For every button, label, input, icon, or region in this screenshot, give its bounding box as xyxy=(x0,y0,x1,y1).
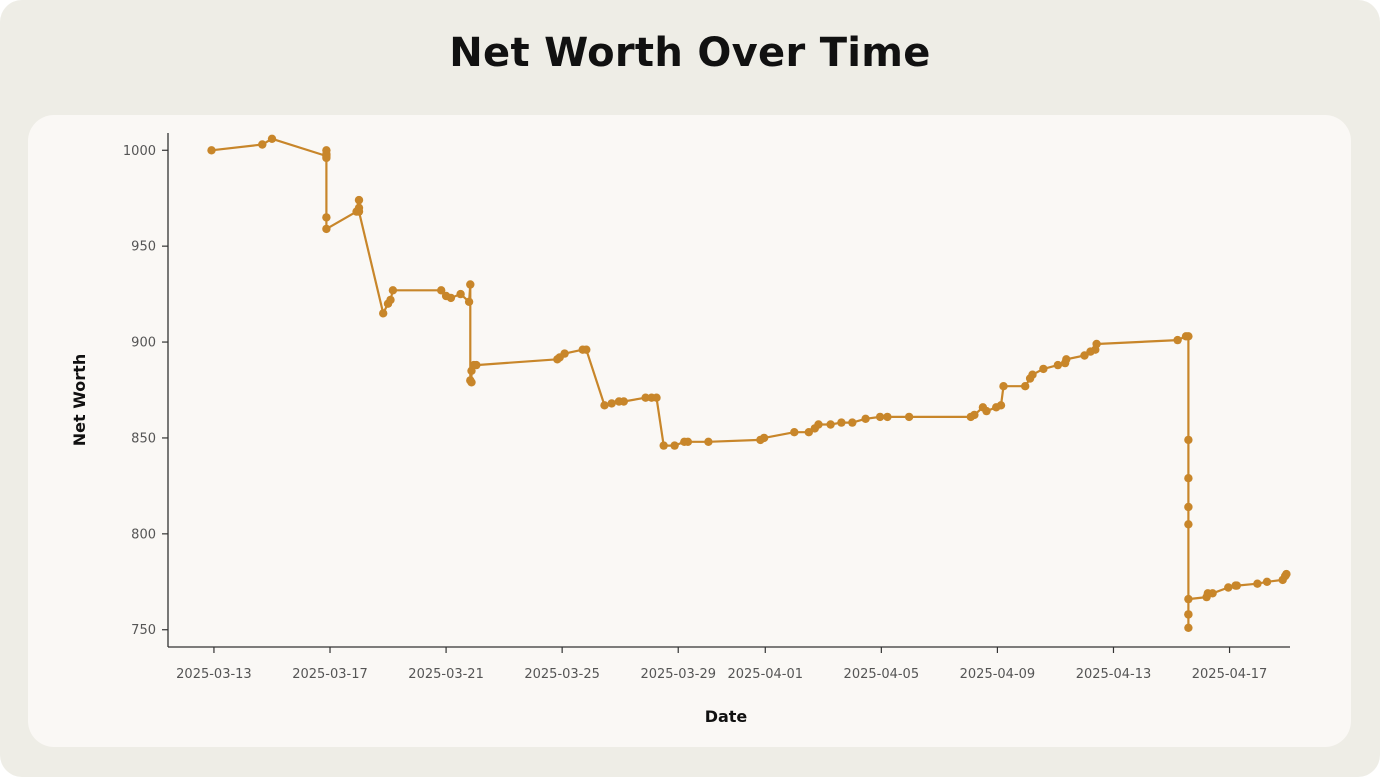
y-axis-title: Net Worth xyxy=(70,354,89,446)
x-tick-label: 2025-04-01 xyxy=(727,667,803,682)
data-point xyxy=(322,224,331,234)
series-line xyxy=(211,137,1288,629)
data-point xyxy=(619,397,628,406)
data-point xyxy=(1208,589,1217,598)
x-tick-label: 2025-03-21 xyxy=(408,667,484,682)
data-point xyxy=(804,428,813,437)
data-point xyxy=(267,134,277,143)
data-point xyxy=(1184,474,1193,483)
data-point xyxy=(652,393,661,402)
data-point xyxy=(446,293,456,303)
x-tick-label: 2025-04-17 xyxy=(1192,667,1268,682)
data-point xyxy=(659,441,668,450)
series-group xyxy=(211,137,1288,629)
data-point xyxy=(1092,339,1101,349)
data-point xyxy=(826,420,835,429)
data-point xyxy=(1080,351,1089,360)
data-point xyxy=(1184,623,1193,632)
data-point xyxy=(258,140,267,149)
data-point xyxy=(1184,332,1193,341)
data-point xyxy=(456,289,465,299)
data-point xyxy=(670,441,679,450)
data-point xyxy=(999,382,1008,391)
data-point xyxy=(790,428,799,437)
data-point xyxy=(388,286,398,295)
data-point xyxy=(759,433,769,443)
data-point xyxy=(1053,360,1063,370)
data-point xyxy=(464,297,474,306)
data-point xyxy=(600,401,609,410)
y-tick-label: 850 xyxy=(131,431,156,446)
data-point xyxy=(437,286,446,295)
data-point xyxy=(1224,583,1233,592)
data-point xyxy=(1173,335,1182,345)
chart-svg: 750 800 850 900 950 1000 2025-03-13 2025-03-17 2… xyxy=(70,133,1291,726)
data-point xyxy=(704,437,713,446)
data-point xyxy=(466,280,475,289)
plot-panel: 750 800 850 900 950 1000 2025-03-13 2025-03-17 2… xyxy=(28,115,1351,747)
axes: 750 800 850 900 950 1000 2025-03-13 2025-03-17 2… xyxy=(123,133,1290,682)
data-point xyxy=(996,401,1006,410)
data-point xyxy=(683,437,693,446)
data-point xyxy=(1253,579,1262,588)
x-tick-label: 2025-03-25 xyxy=(524,667,600,682)
data-point xyxy=(848,418,857,427)
data-point xyxy=(386,295,395,305)
data-point xyxy=(607,399,616,408)
data-point xyxy=(1184,594,1193,604)
data-point xyxy=(354,195,364,205)
x-tick-label: 2025-03-29 xyxy=(640,667,716,682)
data-point xyxy=(837,418,846,427)
y-tick-label: 1000 xyxy=(123,144,156,159)
data-point xyxy=(970,410,979,420)
data-point xyxy=(1232,581,1242,590)
data-point xyxy=(883,412,892,422)
data-point xyxy=(322,153,331,163)
data-point xyxy=(560,349,569,358)
data-point xyxy=(861,414,870,423)
y-tick-label: 800 xyxy=(131,527,156,542)
data-point xyxy=(904,412,914,422)
x-tick-label: 2025-04-09 xyxy=(960,667,1036,682)
data-point xyxy=(1184,502,1193,512)
points-group xyxy=(207,134,1291,632)
data-point xyxy=(1184,520,1193,529)
data-point xyxy=(641,393,650,402)
x-axis-title: Date xyxy=(705,707,748,726)
data-point xyxy=(1184,610,1193,619)
data-point xyxy=(1184,435,1193,445)
y-tick-label: 950 xyxy=(131,240,156,255)
data-point xyxy=(354,207,364,216)
data-point xyxy=(1039,364,1048,374)
data-point xyxy=(322,213,331,222)
data-point xyxy=(582,345,591,354)
x-tick-label: 2025-04-05 xyxy=(844,667,920,682)
data-point xyxy=(472,360,481,370)
y-tick-label: 900 xyxy=(131,336,156,351)
data-point xyxy=(982,406,991,416)
data-point xyxy=(1262,577,1272,586)
y-tick-label: 750 xyxy=(131,623,156,638)
data-point xyxy=(1021,382,1030,391)
chart-title: Net Worth Over Time xyxy=(449,30,931,76)
data-point xyxy=(875,412,885,422)
x-tick-label: 2025-03-13 xyxy=(176,667,252,682)
data-point xyxy=(1062,355,1071,364)
data-point xyxy=(379,309,388,318)
data-point xyxy=(814,420,823,429)
data-point xyxy=(207,146,216,155)
data-point xyxy=(1028,370,1037,379)
data-point xyxy=(1282,569,1291,579)
x-tick-label: 2025-03-17 xyxy=(292,667,368,682)
x-tick-label: 2025-04-13 xyxy=(1076,667,1152,682)
data-point xyxy=(467,378,476,387)
